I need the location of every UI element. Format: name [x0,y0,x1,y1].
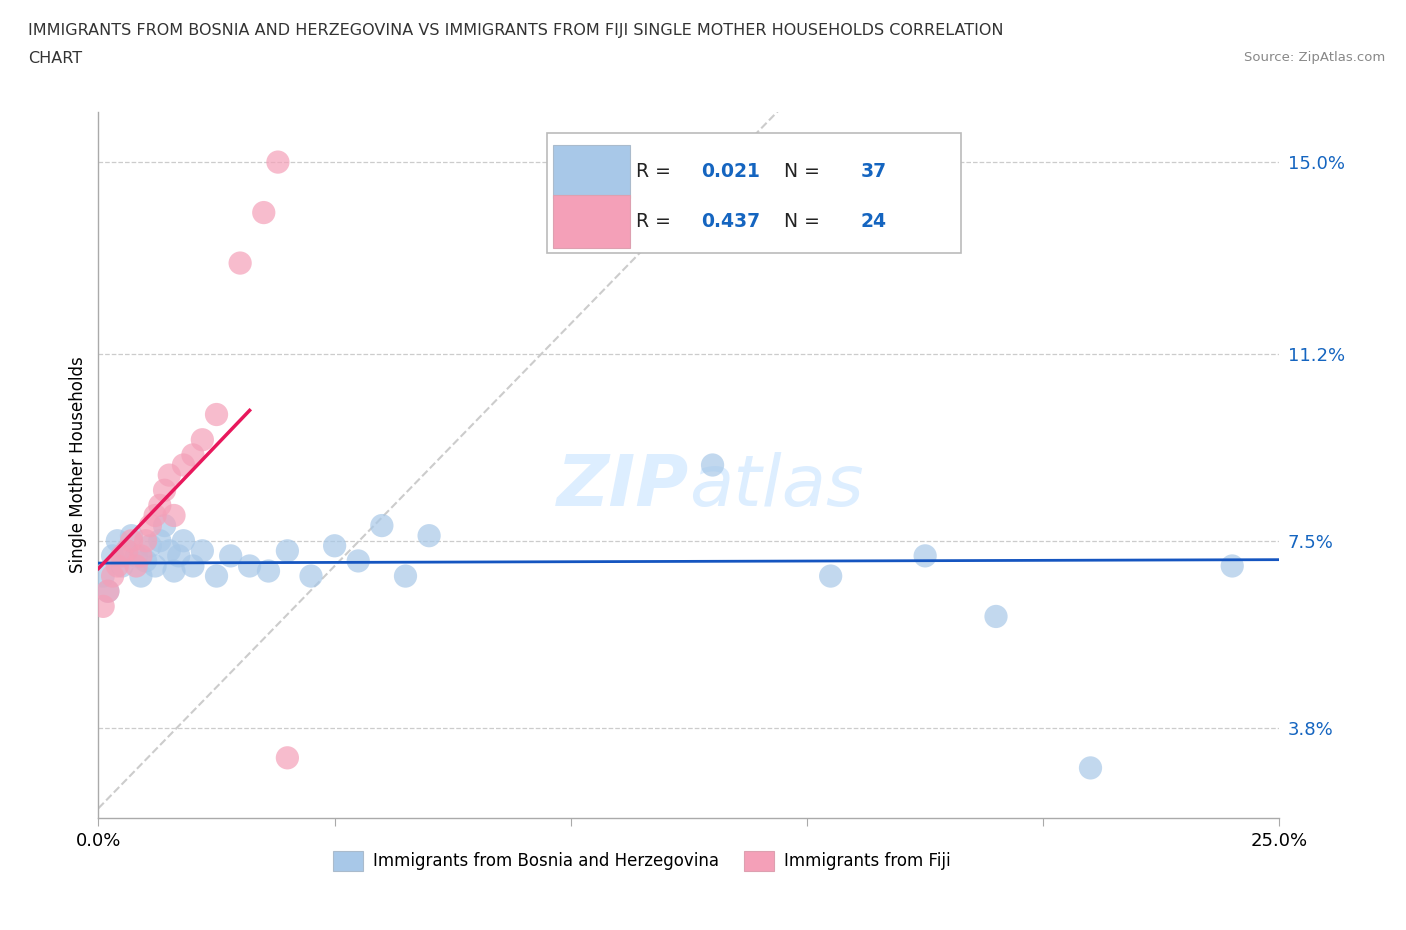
Point [276,751,298,765]
Point [1220,559,1243,574]
Legend: Immigrants from Bosnia and Herzegovina, Immigrants from Fiji: Immigrants from Bosnia and Herzegovina, … [326,844,957,877]
Point [143,508,166,523]
Point [101,568,124,583]
Point [105,559,128,574]
Text: N =: N = [772,212,825,231]
Point [121,533,143,548]
Point [163,564,186,578]
Point [135,533,157,548]
Point [105,533,128,548]
Text: CHART: CHART [28,51,82,66]
Point [153,483,176,498]
Text: R =: R = [636,212,676,231]
Text: ZIP: ZIP [557,452,689,521]
Point [121,528,143,543]
Point [191,432,214,447]
Point [702,458,724,472]
Point [111,549,134,564]
Point [267,154,290,169]
Point [139,538,162,553]
Text: atlas: atlas [689,452,863,521]
Point [172,533,194,548]
Point [157,468,180,483]
Point [1080,761,1102,776]
Point [219,549,242,564]
Point [163,508,186,523]
Point [205,407,228,422]
Point [371,518,394,533]
Point [253,206,276,220]
Point [91,599,114,614]
FancyBboxPatch shape [553,194,630,247]
Point [125,549,148,564]
Point [172,458,194,472]
Point [323,538,346,553]
Point [135,553,157,568]
Point [149,498,172,512]
Point [914,549,936,564]
Point [229,256,252,271]
Point [984,609,1007,624]
Point [167,549,190,564]
Point [129,549,152,564]
Text: 37: 37 [860,162,886,181]
FancyBboxPatch shape [553,145,630,198]
Point [157,543,180,558]
Point [205,568,228,583]
Point [181,447,204,462]
Text: 0.021: 0.021 [700,162,759,181]
Point [115,543,138,558]
Point [125,559,148,574]
Point [257,564,280,578]
Point [418,528,440,543]
Point [239,559,262,574]
Point [820,568,842,583]
FancyBboxPatch shape [547,133,960,253]
Point [139,518,162,533]
Text: 24: 24 [860,212,886,231]
Point [181,559,204,574]
Point [115,543,138,558]
Text: N =: N = [772,162,825,181]
Point [394,568,416,583]
Point [111,559,134,574]
Text: Source: ZipAtlas.com: Source: ZipAtlas.com [1244,51,1385,64]
Point [97,584,120,599]
Point [91,568,114,583]
Text: 0.437: 0.437 [700,212,759,231]
Point [191,543,214,558]
Point [153,518,176,533]
Point [347,553,370,568]
Point [276,543,298,558]
Text: IMMIGRANTS FROM BOSNIA AND HERZEGOVINA VS IMMIGRANTS FROM FIJI SINGLE MOTHER HOU: IMMIGRANTS FROM BOSNIA AND HERZEGOVINA V… [28,23,1004,38]
Point [129,568,152,583]
Point [101,549,124,564]
Point [143,559,166,574]
Point [149,533,172,548]
Text: R =: R = [636,162,676,181]
Point [97,584,120,599]
Y-axis label: Single Mother Households: Single Mother Households [69,356,87,574]
Point [299,568,322,583]
